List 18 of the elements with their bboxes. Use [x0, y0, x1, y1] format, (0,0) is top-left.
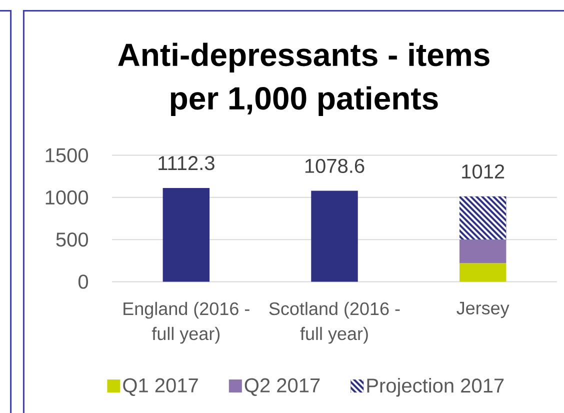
- total-label: 1012: [462, 164, 504, 179]
- y-tick-label: 1500: [46, 148, 88, 162]
- bar: [459, 240, 506, 264]
- y-tick-label: 0: [78, 274, 88, 289]
- total-label: 1112.3: [158, 156, 214, 170]
- total-label: 1078.6: [305, 158, 364, 173]
- legend-label: Q1 2017: [123, 378, 198, 396]
- x-tick-label: England (2016 - full year): [124, 302, 250, 344]
- bar: [311, 190, 358, 282]
- chart-title: Anti-depressants - items per 1,000 patients: [118, 42, 490, 116]
- legend-label: Q2 2017: [244, 378, 320, 396]
- x-tick-label: Jersey: [456, 302, 510, 318]
- y-tick-label: 500: [56, 232, 88, 247]
- y-tick-label: 1000: [46, 190, 88, 205]
- bar: [162, 188, 210, 282]
- x-tick-label: Scotland (2016 - full year): [269, 302, 400, 344]
- bar: [459, 263, 506, 282]
- legend-label: Projection 2017: [367, 378, 504, 397]
